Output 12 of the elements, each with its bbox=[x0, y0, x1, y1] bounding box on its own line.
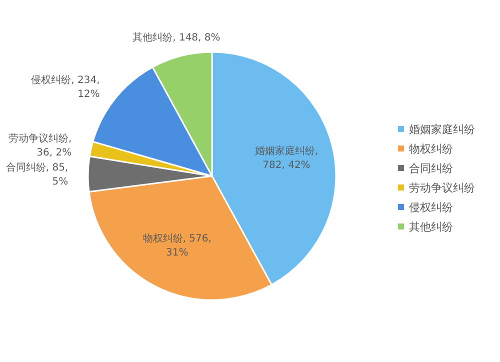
legend-label: 劳动争议纠纷 bbox=[409, 182, 475, 194]
data-label: 合同纠纷, 85, 5% bbox=[6, 162, 68, 188]
legend-label: 物权纠纷 bbox=[409, 142, 453, 156]
legend-label: 合同纠纷 bbox=[409, 162, 453, 175]
data-label: 侵权纠纷, 234, 12% bbox=[31, 74, 100, 100]
legend-label: 其他纠纷 bbox=[409, 220, 453, 234]
data-label: 婚姻家庭纠纷, 782, 42% bbox=[254, 144, 318, 171]
legend-label: 婚姻家庭纠纷 bbox=[409, 123, 475, 136]
data-label: 其他纠纷, 148, 8% bbox=[132, 32, 220, 44]
data-label: 劳动争议纠纷, 36, 2% bbox=[8, 132, 72, 159]
legend-label: 侵权纠纷 bbox=[409, 201, 453, 214]
data-label: 物权纠纷, 576, 31% bbox=[142, 232, 212, 259]
